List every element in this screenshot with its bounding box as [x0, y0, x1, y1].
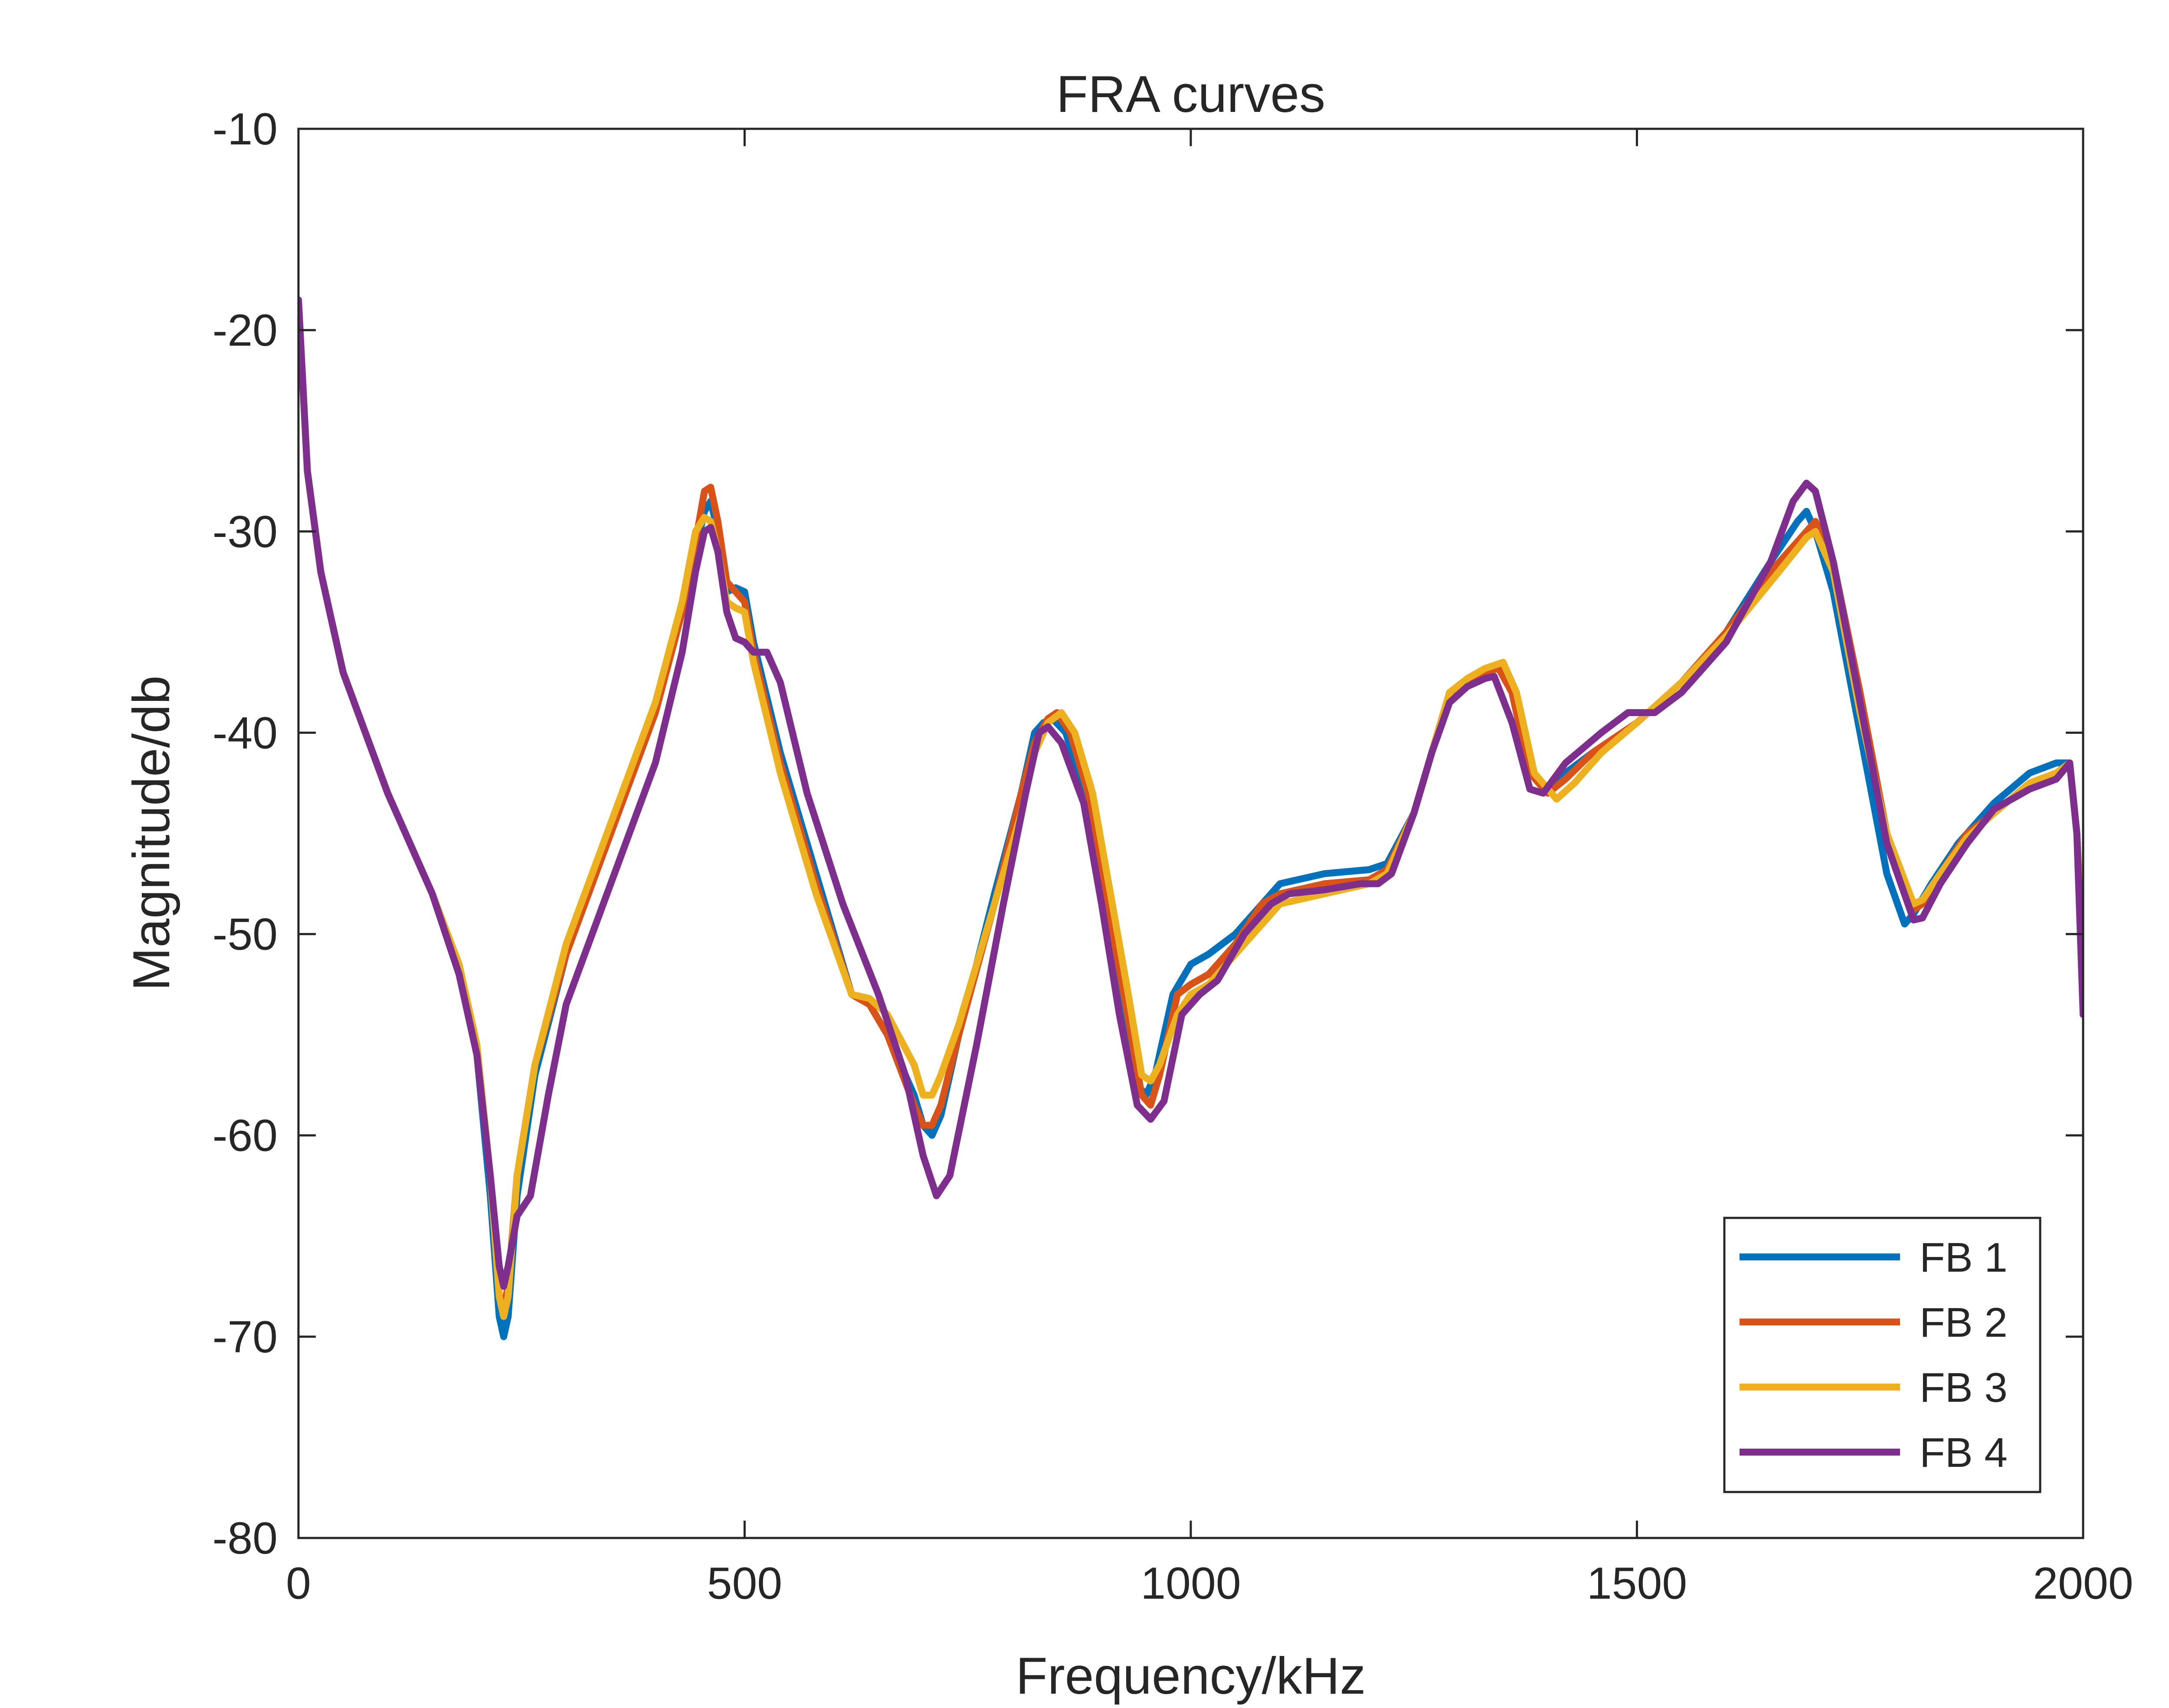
ticks-layer: 0 500 1000 1500 2000 -80 -70 -60 -50 -40 -30 -20 -10 [213, 104, 2133, 1609]
legend-label-fb-1: FB 1 [1920, 1234, 2008, 1281]
x-axis-label: Frequency/kHz [1016, 1647, 1366, 1705]
y-tick-label: -20 [213, 305, 278, 356]
legend-label-fb-4: FB 4 [1920, 1430, 2008, 1476]
series-line-fb-2 [298, 296, 2083, 1310]
y-axis-label: Magnitude/db [122, 675, 180, 991]
x-tick-label: 2000 [2033, 1558, 2133, 1609]
x-tick-label: 1500 [1587, 1558, 1687, 1609]
x-tick-label: 500 [707, 1558, 783, 1609]
y-tick-label: -60 [213, 1111, 278, 1161]
legend-label-fb-3: FB 3 [1920, 1364, 2008, 1411]
x-tick-label: 0 [286, 1558, 311, 1609]
series-line-fb-4 [298, 296, 2083, 1290]
series-layer [298, 296, 2083, 1340]
y-tick-label: -40 [213, 708, 278, 758]
y-tick-label: -70 [213, 1312, 278, 1362]
x-tick-label: 1000 [1140, 1558, 1241, 1609]
y-tick-label: -30 [213, 507, 278, 557]
legend-label-fb-2: FB 2 [1920, 1299, 2008, 1346]
y-tick-label: -50 [213, 910, 278, 960]
chart-title: FRA curves [1056, 65, 1325, 123]
y-tick-label: -80 [213, 1513, 278, 1564]
legend-box [1723, 1217, 2041, 1493]
legend: FB 1 FB 2 FB 3 FB 4 [1723, 1217, 2041, 1493]
y-tick-label: -10 [213, 104, 278, 154]
series-line-fb-3 [298, 296, 2083, 1320]
